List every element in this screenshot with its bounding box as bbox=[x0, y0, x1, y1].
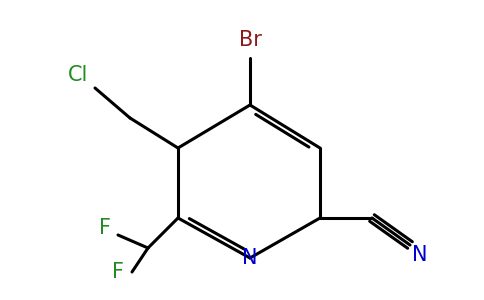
Text: Br: Br bbox=[239, 30, 261, 50]
Text: F: F bbox=[99, 218, 111, 238]
Text: N: N bbox=[242, 248, 258, 268]
Text: F: F bbox=[112, 262, 124, 282]
Text: Cl: Cl bbox=[68, 65, 88, 85]
Text: N: N bbox=[412, 245, 428, 265]
